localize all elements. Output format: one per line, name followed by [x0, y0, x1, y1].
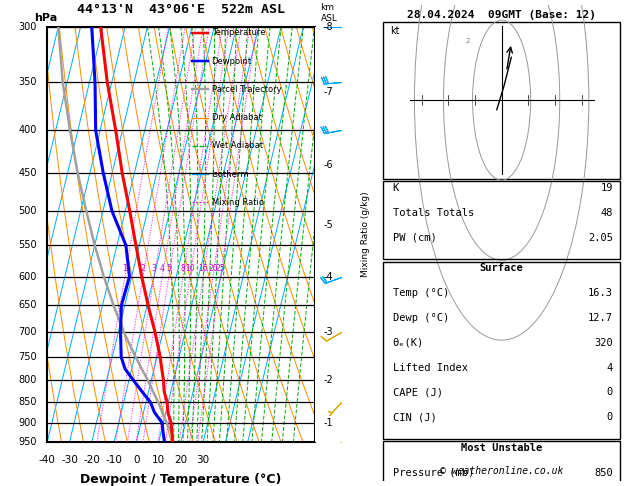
Text: 12.7: 12.7 — [588, 313, 613, 323]
Text: 750: 750 — [18, 352, 37, 362]
Text: PW (cm): PW (cm) — [392, 232, 437, 243]
Text: Surface: Surface — [480, 263, 523, 274]
Text: 700: 700 — [18, 327, 37, 337]
Text: 25: 25 — [216, 264, 225, 273]
Text: -2: -2 — [323, 375, 333, 385]
Text: -30: -30 — [61, 455, 78, 465]
Text: Lifted Index: Lifted Index — [392, 363, 467, 373]
Text: 1LCL: 1LCL — [314, 430, 333, 439]
Text: Most Unstable: Most Unstable — [461, 443, 542, 453]
Text: Mixing Ratio (g/kg): Mixing Ratio (g/kg) — [361, 191, 370, 278]
Text: Temp (°C): Temp (°C) — [392, 288, 449, 298]
Text: 400: 400 — [19, 125, 37, 136]
Text: © weatheronline.co.uk: © weatheronline.co.uk — [440, 467, 564, 476]
Text: K: K — [392, 183, 399, 193]
Text: 0: 0 — [133, 455, 140, 465]
Text: -10: -10 — [106, 455, 123, 465]
Text: 500: 500 — [18, 206, 37, 216]
Text: 8: 8 — [181, 264, 186, 273]
Text: 28.04.2024  09GMT (Base: 12): 28.04.2024 09GMT (Base: 12) — [407, 10, 596, 19]
Text: Wet Adiabat: Wet Adiabat — [211, 141, 263, 151]
Text: -7: -7 — [323, 87, 333, 98]
Text: 44°13'N  43°06'E  522m ASL: 44°13'N 43°06'E 522m ASL — [77, 3, 285, 17]
Text: 20: 20 — [174, 455, 187, 465]
Text: Isotherm: Isotherm — [211, 170, 249, 179]
Text: 15: 15 — [198, 264, 208, 273]
Text: Dry Adiabat: Dry Adiabat — [211, 113, 262, 122]
Text: 320: 320 — [594, 338, 613, 348]
Text: -40: -40 — [39, 455, 55, 465]
Text: Totals Totals: Totals Totals — [392, 208, 474, 218]
Text: 0: 0 — [607, 387, 613, 398]
Text: θₑ(K): θₑ(K) — [392, 338, 424, 348]
Text: 850: 850 — [18, 397, 37, 407]
Text: -8: -8 — [323, 22, 333, 32]
Text: CAPE (J): CAPE (J) — [392, 387, 443, 398]
Text: 450: 450 — [18, 168, 37, 178]
Text: -3: -3 — [323, 327, 333, 337]
Text: 950: 950 — [18, 437, 37, 447]
Text: km
ASL: km ASL — [321, 3, 337, 22]
Text: 550: 550 — [18, 240, 37, 250]
Text: Dewpoint / Temperature (°C): Dewpoint / Temperature (°C) — [80, 473, 282, 486]
Text: -6: -6 — [323, 160, 333, 170]
Text: 900: 900 — [19, 418, 37, 428]
Text: Dewpoint: Dewpoint — [211, 57, 252, 66]
Text: 1: 1 — [123, 264, 127, 273]
Text: kt: kt — [390, 26, 400, 36]
Text: Pressure (mb): Pressure (mb) — [392, 468, 474, 478]
Text: 3: 3 — [152, 264, 157, 273]
Text: 650: 650 — [18, 300, 37, 311]
Text: 5: 5 — [167, 264, 171, 273]
Text: -20: -20 — [83, 455, 100, 465]
Text: 19: 19 — [601, 183, 613, 193]
Text: 20: 20 — [208, 264, 218, 273]
Text: 2.05: 2.05 — [588, 232, 613, 243]
Text: 10: 10 — [152, 455, 165, 465]
Text: Temperature: Temperature — [211, 29, 265, 37]
Text: 850: 850 — [594, 468, 613, 478]
Text: 2: 2 — [140, 264, 145, 273]
Text: Mixing Ratio: Mixing Ratio — [211, 198, 264, 207]
FancyBboxPatch shape — [383, 21, 620, 179]
Text: Dewp (°C): Dewp (°C) — [392, 313, 449, 323]
Text: 10: 10 — [186, 264, 195, 273]
Text: 4: 4 — [607, 363, 613, 373]
Text: 0: 0 — [607, 412, 613, 422]
Text: 600: 600 — [19, 272, 37, 281]
Text: 48: 48 — [601, 208, 613, 218]
Text: 4: 4 — [160, 264, 165, 273]
Text: CIN (J): CIN (J) — [392, 412, 437, 422]
Text: -5: -5 — [323, 220, 333, 230]
Text: 800: 800 — [19, 375, 37, 385]
Text: 16.3: 16.3 — [588, 288, 613, 298]
Text: -1: -1 — [323, 418, 333, 428]
Text: 30: 30 — [196, 455, 209, 465]
Text: Parcel Trajectory: Parcel Trajectory — [211, 85, 281, 94]
Text: 2: 2 — [465, 38, 470, 44]
Text: 350: 350 — [18, 77, 37, 87]
Text: -4: -4 — [323, 272, 333, 281]
Text: hPa: hPa — [34, 13, 57, 22]
Text: 300: 300 — [19, 22, 37, 32]
